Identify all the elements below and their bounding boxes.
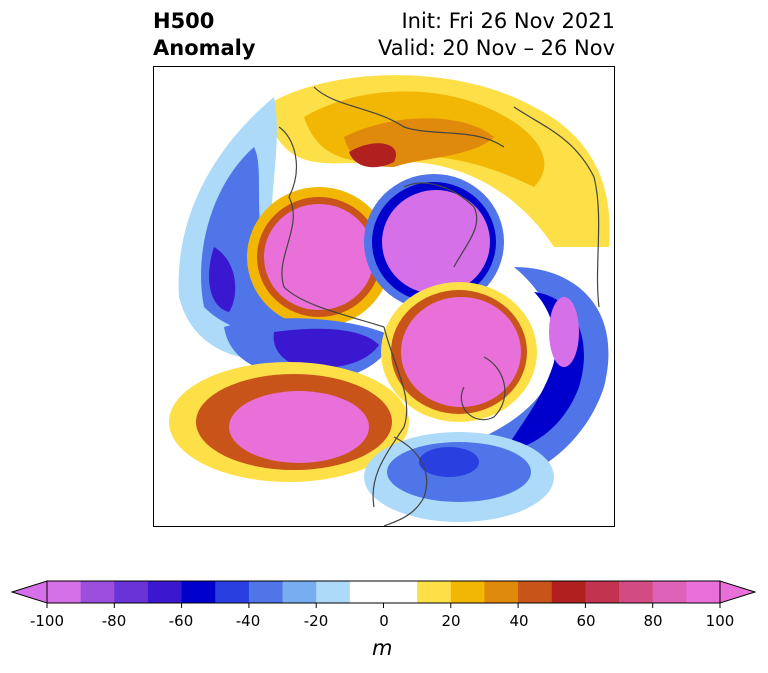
positive-anomaly-north-max [349,143,396,168]
colorbar-extend-max [719,580,757,604]
colorbar-tick-label: 80 [643,612,663,630]
title-left: H500 Anomaly [153,8,256,62]
coastlines [278,86,600,526]
colorbar-segment [248,581,284,603]
colorbar-segment [80,581,115,603]
anomaly-map [169,75,610,526]
colorbar-tick-label: -20 [303,612,329,630]
colorbar-segment [114,581,149,603]
colorbar-segment [484,581,519,603]
title-type: Anomaly [153,36,256,60]
colorbar-tick-label: 0 [379,612,389,630]
init-time: Init: Fri 26 Nov 2021 [401,9,615,33]
colorbar-tick-label: 60 [576,612,596,630]
negative-anomaly-pacific-core [209,247,236,312]
colorbar-tick-label: -40 [235,612,261,630]
positive-anomaly-ridge-west-core [264,204,374,310]
colorbar-segment [551,581,586,603]
colorbar-extend-min [10,580,48,604]
colorbar-segment [147,581,183,603]
negative-anomaly-east-us-core [419,447,479,477]
colorbar-unit-label: m [372,636,393,660]
colorbar-segment [215,581,250,603]
colorbar-tick-label: -100 [29,612,65,630]
colorbar-segment [349,581,384,603]
colorbar-segment [585,581,620,603]
colorbar-segment [518,581,553,603]
map-panel [153,66,615,527]
colorbar-tick-label: 40 [509,612,529,630]
colorbar-segment [686,581,721,603]
positive-anomaly-ridge-east-core [401,297,521,407]
colorbar-segment [316,581,351,603]
colorbar-tick-label: -60 [168,612,194,630]
negative-anomaly-canada-core [273,328,379,368]
negative-anomaly-east-max [549,297,579,367]
title-right: Init: Fri 26 Nov 2021 Valid: 20 Nov – 26… [378,8,615,62]
colorbar-segment [47,581,82,603]
colorbar-segment [619,581,654,603]
colorbar-tick-label: 20 [441,612,461,630]
colorbar-segment [383,581,418,603]
colorbar-segment [181,581,216,603]
colorbar [10,580,757,608]
title-variable: H500 [153,9,215,33]
colorbar-segment [282,581,317,603]
colorbar-tick-label: 100 [705,612,735,630]
valid-period: Valid: 20 Nov – 26 Nov [378,36,615,60]
negative-anomaly-polar-core [382,190,490,294]
colorbar-segment [652,581,687,603]
colorbar-tick-label: -80 [101,612,127,630]
positive-anomaly-us-core [229,391,369,463]
anomaly-field [169,75,610,522]
colorbar-segment [450,581,485,603]
colorbar-segment [417,581,452,603]
